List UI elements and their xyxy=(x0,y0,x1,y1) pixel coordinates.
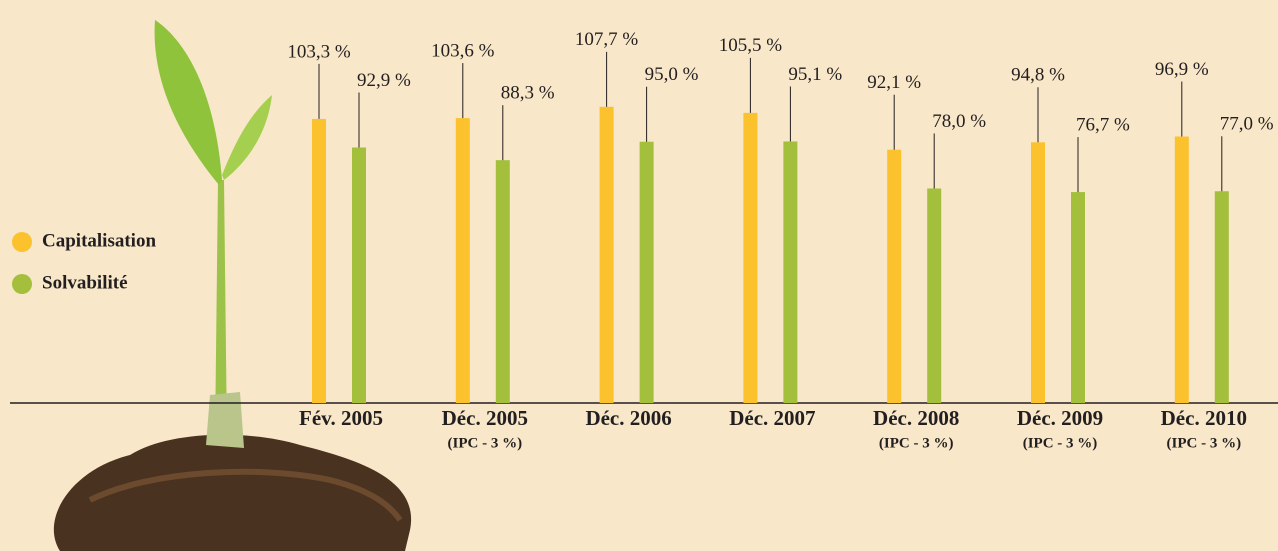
bar xyxy=(1071,192,1085,403)
bar xyxy=(639,141,654,403)
bar xyxy=(495,160,510,403)
plant-illustration xyxy=(53,20,412,551)
x-tick-note: (IPC - 3 %) xyxy=(879,435,954,451)
bar xyxy=(1031,142,1045,404)
legend-swatch xyxy=(12,274,32,294)
value-label: 95,0 % xyxy=(645,64,699,85)
legend-label: Solvabilité xyxy=(42,272,128,293)
value-label: 76,7 % xyxy=(1076,114,1130,135)
bar xyxy=(312,118,326,404)
bar xyxy=(887,149,902,403)
value-label: 78,0 % xyxy=(932,111,986,132)
x-tick-label: Déc. 2009 xyxy=(1017,406,1103,430)
value-label: 103,3 % xyxy=(287,41,351,62)
value-label: 92,9 % xyxy=(357,70,411,91)
x-tick-label: Déc. 2010 xyxy=(1161,406,1247,430)
value-label: 88,3 % xyxy=(501,83,555,104)
value-label: 77,0 % xyxy=(1220,114,1274,135)
value-label: 105,5 % xyxy=(719,35,783,56)
x-tick-label: Déc. 2005 xyxy=(442,406,528,430)
bar xyxy=(352,147,366,403)
value-label: 92,1 % xyxy=(867,72,921,93)
legend-swatch xyxy=(12,232,32,252)
bar xyxy=(1174,136,1189,403)
legend-label: Capitalisation xyxy=(42,230,156,251)
value-label: 96,9 % xyxy=(1155,59,1209,80)
bar xyxy=(455,118,470,403)
x-tick-label: Déc. 2006 xyxy=(585,406,671,430)
value-label: 95,1 % xyxy=(788,64,842,85)
x-tick-note: (IPC - 3 %) xyxy=(1023,435,1098,451)
value-label: 103,6 % xyxy=(431,40,495,61)
value-label: 94,8 % xyxy=(1011,65,1065,86)
x-tick-note: (IPC - 3 %) xyxy=(448,435,523,451)
x-tick-note: (IPC - 3 %) xyxy=(1167,435,1242,451)
x-tick-label: Déc. 2008 xyxy=(873,406,959,430)
bar xyxy=(599,106,614,403)
bar xyxy=(783,141,798,403)
bar xyxy=(927,188,942,403)
bar xyxy=(1214,191,1229,403)
x-tick-label: Déc. 2007 xyxy=(729,406,815,430)
x-tick-label: Fév. 2005 xyxy=(299,406,383,430)
bar xyxy=(743,112,758,403)
value-label: 107,7 % xyxy=(575,29,639,50)
